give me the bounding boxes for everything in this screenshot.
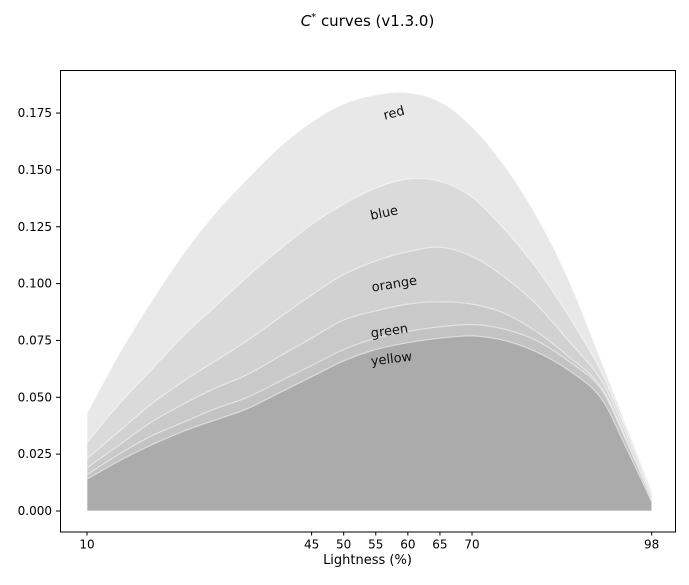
x-tick-label-45: 45 <box>304 538 319 552</box>
x-tick-label-55: 55 <box>368 538 383 552</box>
title-rest: curves (v1.3.0) <box>316 12 435 30</box>
y-tick-label-0.000: 0.000 <box>18 504 52 518</box>
x-tick-label-70: 70 <box>464 538 479 552</box>
y-tick-label-0.050: 0.050 <box>18 390 52 404</box>
title-superscript: * <box>311 12 317 23</box>
series-label-orange: orange <box>371 274 419 296</box>
x-tick-label-65: 65 <box>432 538 447 552</box>
y-tick-label-0.175: 0.175 <box>18 106 52 120</box>
x-tick-label-60: 60 <box>400 538 415 552</box>
series-label-green: green <box>370 321 409 341</box>
y-tick-label-0.125: 0.125 <box>18 220 52 234</box>
y-tick-label-0.025: 0.025 <box>18 447 52 461</box>
x-tick-label-50: 50 <box>336 538 351 552</box>
x-tick-label-98: 98 <box>644 538 659 552</box>
axes-spines <box>60 70 676 533</box>
title-c: C <box>300 12 312 30</box>
x-axis-label: Lightness (%) <box>323 553 412 568</box>
series-label-red: red <box>382 104 406 124</box>
y-tick-label-0.100: 0.100 <box>18 277 52 291</box>
area-overlap-band <box>86 335 653 512</box>
y-tick-label-0.150: 0.150 <box>18 163 52 177</box>
series-label-blue: blue <box>369 203 400 224</box>
series-label-yellow: yellow <box>370 350 413 370</box>
y-tick-label-0.075: 0.075 <box>18 333 52 347</box>
chart-title: C* curves (v1.3.0) <box>60 12 675 30</box>
x-tick-label-10: 10 <box>79 538 94 552</box>
